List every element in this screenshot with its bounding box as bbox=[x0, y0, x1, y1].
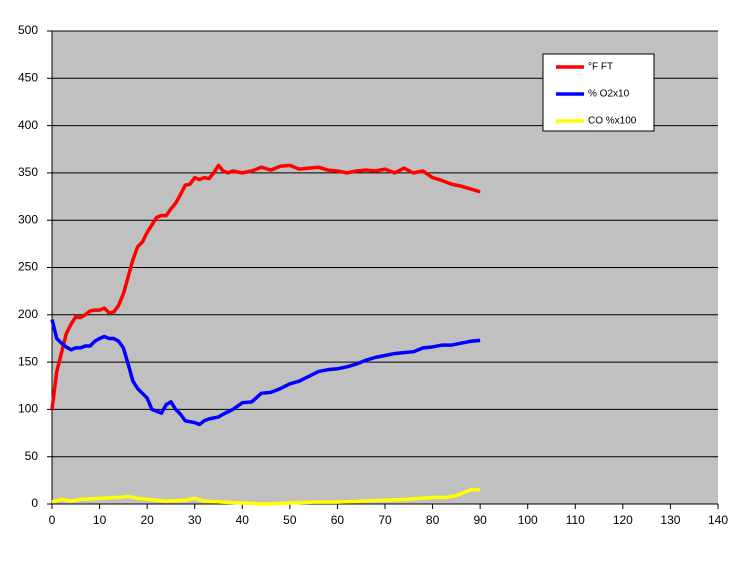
y-tick-label: 450 bbox=[18, 70, 38, 84]
legend: °F FT % O2x10 CO %x100 bbox=[542, 53, 655, 132]
y-tick-label: 250 bbox=[18, 260, 38, 274]
x-tick-label: 10 bbox=[93, 513, 107, 527]
y-tick-label: 0 bbox=[31, 496, 38, 510]
x-tick-label: 110 bbox=[566, 513, 585, 527]
data-line bbox=[50, 163, 481, 410]
x-tick-label: 50 bbox=[283, 513, 297, 527]
y-tick-label: 300 bbox=[18, 212, 38, 226]
x-tick-label: 120 bbox=[613, 513, 633, 527]
x-tick-label: 30 bbox=[188, 513, 202, 527]
x-tick-label: 140 bbox=[708, 513, 728, 527]
x-tick-label: 130 bbox=[660, 513, 680, 527]
legend-label: CO %x100 bbox=[588, 116, 637, 127]
y-tick-label: 150 bbox=[18, 354, 38, 368]
legend-label: °F FT bbox=[588, 62, 613, 73]
y-tick-label: 350 bbox=[18, 165, 38, 179]
y-tick-label: 200 bbox=[18, 307, 38, 321]
y-tick-label: 50 bbox=[25, 449, 39, 463]
y-tick-label: 400 bbox=[18, 118, 38, 132]
data-line bbox=[50, 319, 481, 427]
y-tick-label: 500 bbox=[18, 23, 38, 37]
x-tick-label: 100 bbox=[518, 513, 538, 527]
x-tick-label: 60 bbox=[331, 513, 345, 527]
legend-label: % O2x10 bbox=[588, 89, 630, 100]
x-tick-label: 20 bbox=[140, 513, 154, 527]
data-line bbox=[51, 488, 481, 506]
y-tick-label: 100 bbox=[18, 402, 38, 416]
x-tick-label: 80 bbox=[426, 513, 440, 527]
x-tick-label: 70 bbox=[378, 513, 392, 527]
x-tick-label: 40 bbox=[236, 513, 250, 527]
x-tick-label: 0 bbox=[49, 513, 56, 527]
x-tick-label: 90 bbox=[473, 513, 487, 527]
